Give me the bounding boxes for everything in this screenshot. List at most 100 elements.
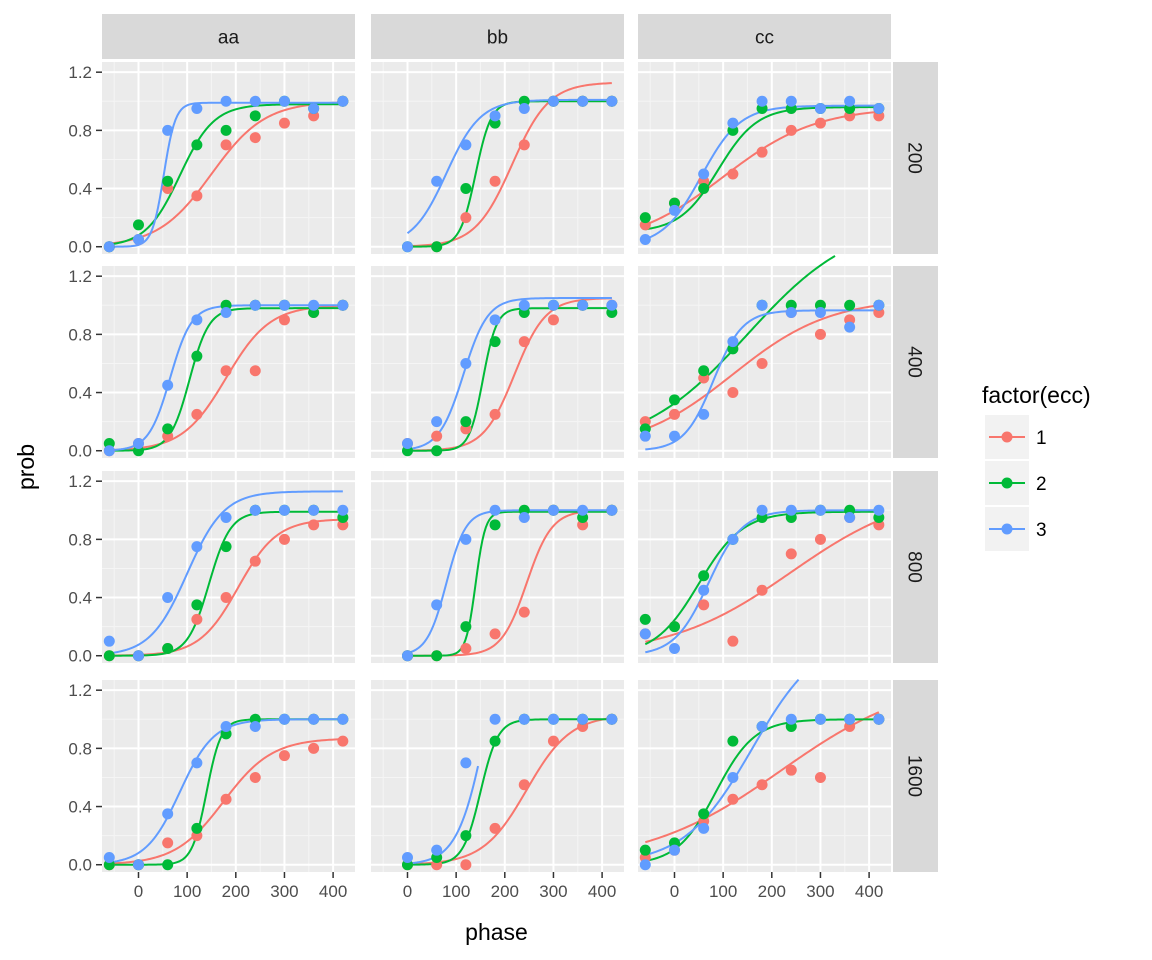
data-point-ecc-3: [814, 504, 826, 516]
data-point-ecc-3: [639, 859, 651, 871]
col-strip-label: bb: [487, 28, 508, 49]
panel-aa-800: [102, 471, 355, 663]
data-point-ecc-1: [756, 357, 768, 369]
x-tick-label: 400: [319, 882, 347, 901]
data-point-ecc-3: [668, 642, 680, 654]
data-point-ecc-2: [698, 365, 710, 377]
data-point-ecc-2: [220, 541, 232, 553]
data-point-ecc-3: [756, 721, 768, 733]
panel-bb-400: [371, 266, 624, 458]
data-point-ecc-3: [278, 713, 290, 725]
data-point-ecc-2: [668, 621, 680, 633]
panel-aa-1600: [102, 680, 355, 872]
data-point-ecc-3: [337, 299, 349, 311]
data-point-ecc-3: [577, 95, 589, 107]
data-point-ecc-1: [518, 336, 530, 348]
panel-background: [371, 266, 624, 458]
data-point-ecc-2: [489, 735, 501, 747]
data-point-ecc-3: [220, 721, 232, 733]
data-point-ecc-3: [785, 95, 797, 107]
panel-cc-400: [638, 255, 891, 458]
data-point-ecc-1: [785, 548, 797, 560]
y-tick-label: 0.4: [68, 384, 92, 403]
row-strip-label: 200: [904, 142, 925, 174]
fit-curve-ecc-3: [645, 309, 879, 451]
x-tick-label: 300: [539, 882, 567, 901]
fit-curve-ecc-3: [407, 765, 480, 865]
legend-key-point: [1001, 523, 1013, 535]
data-point-ecc-1: [191, 613, 203, 625]
y-tick-label: 0.8: [68, 325, 92, 344]
data-point-ecc-2: [698, 183, 710, 195]
data-point-ecc-3: [220, 512, 232, 524]
data-point-ecc-1: [518, 779, 530, 791]
data-point-ecc-3: [727, 533, 739, 545]
data-point-ecc-2: [489, 519, 501, 531]
data-point-ecc-3: [873, 713, 885, 725]
data-point-ecc-3: [606, 713, 618, 725]
data-point-ecc-1: [278, 314, 290, 326]
data-point-ecc-2: [220, 124, 232, 136]
y-tick-label: 0.8: [68, 530, 92, 549]
data-point-ecc-3: [460, 533, 472, 545]
data-point-ecc-2: [191, 599, 203, 611]
y-tick-label: 0.4: [68, 180, 92, 199]
data-point-ecc-1: [547, 314, 559, 326]
data-point-ecc-2: [698, 570, 710, 582]
data-point-ecc-1: [191, 408, 203, 420]
fit-curve-ecc-3: [407, 297, 612, 451]
data-point-ecc-3: [308, 299, 320, 311]
x-tick-label: 0: [670, 882, 679, 901]
data-point-ecc-1: [489, 175, 501, 187]
data-point-ecc-2: [162, 175, 174, 187]
row-strip-label: 1600: [904, 755, 925, 797]
y-axis-title: prob: [13, 444, 39, 490]
data-point-ecc-3: [132, 650, 144, 662]
data-point-ecc-3: [518, 299, 530, 311]
data-point-ecc-3: [132, 437, 144, 449]
col-strip-aa: [102, 14, 355, 59]
data-point-ecc-1: [518, 139, 530, 151]
data-point-ecc-3: [844, 512, 856, 524]
data-point-ecc-3: [191, 103, 203, 115]
data-point-ecc-3: [785, 307, 797, 319]
row-strip-400: [893, 266, 938, 458]
data-point-ecc-3: [431, 844, 443, 856]
legend-title: factor(ecc): [982, 382, 1091, 408]
data-point-ecc-3: [814, 713, 826, 725]
panel-background: [371, 62, 624, 254]
y-tick-label: 0.8: [68, 739, 92, 758]
data-point-ecc-1: [489, 822, 501, 834]
data-point-ecc-3: [727, 336, 739, 348]
data-point-ecc-1: [249, 555, 261, 567]
data-point-ecc-3: [756, 95, 768, 107]
data-point-ecc-2: [844, 299, 856, 311]
x-tick-label: 400: [588, 882, 616, 901]
panel-bb-1600: [371, 680, 624, 872]
data-point-ecc-3: [132, 233, 144, 245]
legend-label: 3: [1036, 520, 1047, 541]
data-point-ecc-1: [460, 642, 472, 654]
col-strip-label: aa: [218, 28, 240, 49]
panel-background: [371, 680, 624, 872]
y-tick-label: 0.4: [68, 798, 92, 817]
data-point-ecc-3: [577, 299, 589, 311]
data-point-ecc-3: [844, 713, 856, 725]
legend-key-point: [1001, 431, 1013, 443]
data-point-ecc-3: [103, 635, 115, 647]
data-point-ecc-3: [547, 504, 559, 516]
fit-curve-ecc-1: [109, 101, 343, 245]
data-point-ecc-2: [103, 650, 115, 662]
y-tick-label: 0.0: [68, 856, 92, 875]
x-axis-title: phase: [465, 919, 528, 945]
data-point-ecc-3: [756, 504, 768, 516]
data-point-ecc-1: [814, 533, 826, 545]
panels-layer: [102, 62, 891, 872]
panel-aa-200: [102, 62, 355, 254]
fit-curve-ecc-1: [407, 82, 612, 248]
y-tick-label: 1.2: [68, 63, 92, 82]
data-point-ecc-1: [162, 837, 174, 849]
data-point-ecc-2: [668, 394, 680, 406]
x-tick-label: 100: [709, 882, 737, 901]
panel-background: [102, 680, 355, 872]
